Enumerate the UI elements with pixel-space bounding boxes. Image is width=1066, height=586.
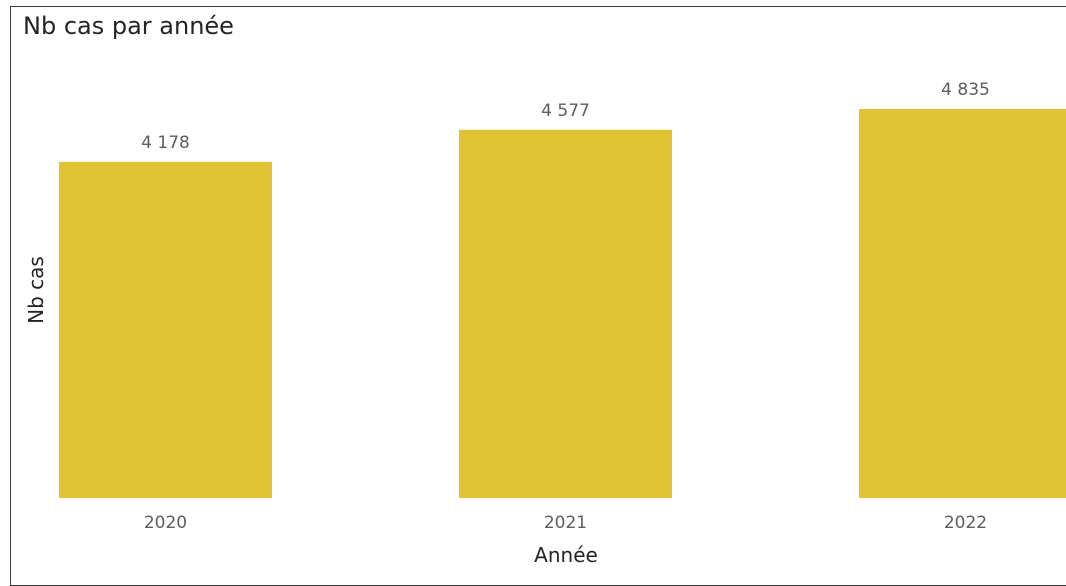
- data-label-2020: 4 178: [141, 133, 190, 153]
- bar-2020[interactable]: [59, 161, 272, 498]
- x-axis-title: Année: [534, 543, 598, 567]
- x-tick-label-2022: 2022: [944, 513, 987, 533]
- bar-chart: 4 178 2020 4 577 2021 4 835 2022 Nb cas Année: [24, 80, 1066, 567]
- data-label-2021: 4 577: [541, 101, 590, 121]
- labels-layer: 4 178 2020 4 577 2021 4 835 2022: [141, 80, 990, 533]
- chart-title: Nb cas par année: [23, 12, 234, 40]
- data-label-2022: 4 835: [941, 80, 990, 100]
- y-axis-title: Nb cas: [24, 256, 48, 324]
- bar-2021[interactable]: [459, 129, 672, 499]
- bars-layer: [59, 109, 1066, 499]
- x-tick-label-2020: 2020: [144, 513, 187, 533]
- x-tick-label-2021: 2021: [544, 513, 587, 533]
- bar-2022[interactable]: [859, 109, 1066, 498]
